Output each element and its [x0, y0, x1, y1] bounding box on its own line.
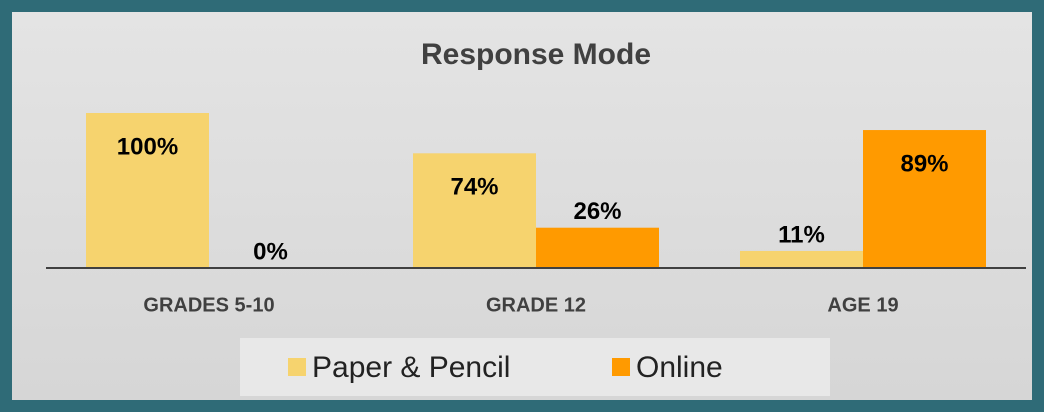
x-tick-label: GRADES 5-10 [143, 294, 274, 316]
bar [863, 130, 986, 268]
data-label: 0% [253, 238, 288, 265]
legend-swatch [288, 358, 306, 376]
bar [536, 227, 659, 268]
chart-title: Response Mode [421, 38, 651, 71]
data-label: 26% [573, 198, 621, 225]
legend-label: Online [636, 351, 723, 384]
data-label: 11% [778, 221, 825, 248]
x-tick-label: AGE 19 [827, 294, 898, 316]
legend-box [240, 338, 830, 396]
x-tick-label: GRADE 12 [486, 294, 586, 316]
data-label: 89% [900, 150, 948, 177]
data-label: 100% [117, 133, 178, 160]
bar [86, 113, 209, 268]
bar [413, 153, 536, 268]
legend-swatch [612, 358, 630, 376]
bar [740, 250, 863, 268]
legend-label: Paper & Pencil [312, 351, 510, 384]
data-label: 74% [450, 174, 498, 201]
